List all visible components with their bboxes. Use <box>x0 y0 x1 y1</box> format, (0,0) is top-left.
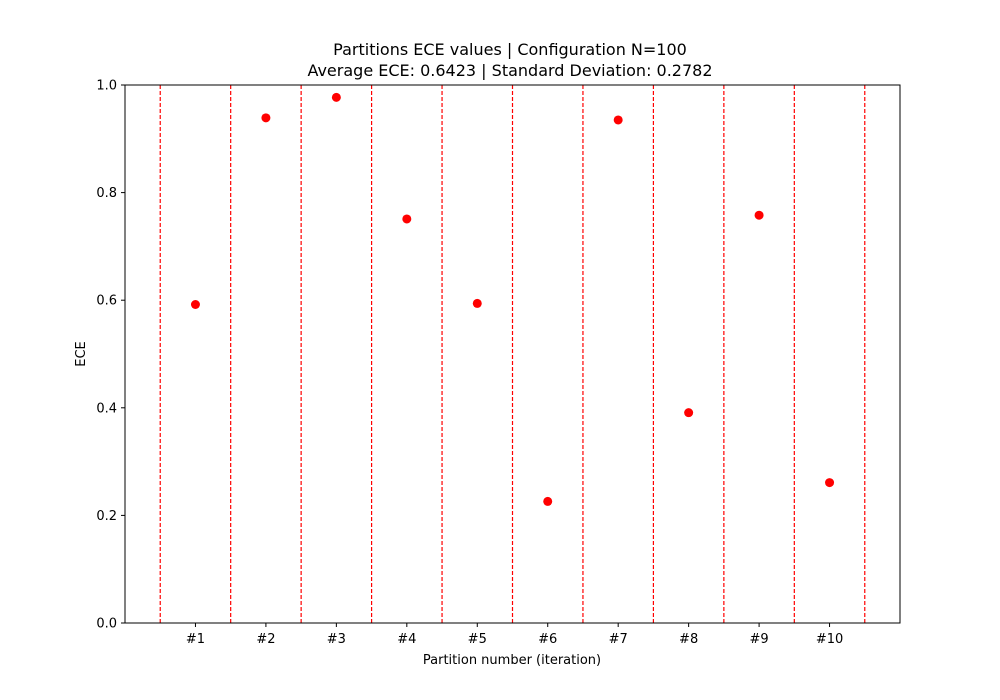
data-point <box>613 115 623 125</box>
x-tick-label: #3 <box>327 632 346 647</box>
title-group: Partitions ECE values | Configuration N=… <box>307 40 712 80</box>
data-point <box>472 298 482 308</box>
x-tick-label: #7 <box>609 632 628 647</box>
plot-frame <box>124 84 901 624</box>
separator-lines <box>159 85 866 623</box>
y-tick-label: 0.2 <box>96 509 117 524</box>
x-tick-label: #6 <box>538 632 557 647</box>
x-tick-label: #4 <box>397 632 416 647</box>
y-tick-label: 0.0 <box>96 617 117 632</box>
x-tick-label: #5 <box>468 632 487 647</box>
x-tick-label: #10 <box>816 632 843 647</box>
x-axis-ticks: #1 #2 #3 #4 #5 #6 #7 #8 #9 #10 <box>186 623 843 647</box>
y-axis-ticks: 0.0 0.2 0.4 0.6 0.8 1.0 <box>96 79 125 632</box>
data-point <box>190 300 200 310</box>
data-point <box>684 408 694 418</box>
data-point <box>754 210 764 220</box>
chart-title: Partitions ECE values | Configuration N=… <box>333 40 687 59</box>
x-axis-label: Partition number (iteration) <box>423 653 601 668</box>
x-tick-label: #2 <box>256 632 275 647</box>
y-tick-label: 1.0 <box>96 79 117 94</box>
y-tick-label: 0.8 <box>96 186 117 201</box>
x-tick-label: #9 <box>750 632 769 647</box>
chart-subtitle: Average ECE: 0.6423 | Standard Deviation… <box>307 61 712 80</box>
data-point <box>261 113 271 123</box>
y-tick-label: 0.4 <box>96 401 117 416</box>
data-point <box>543 496 553 506</box>
data-point <box>402 214 412 224</box>
data-point <box>825 478 835 488</box>
data-point <box>331 92 341 102</box>
y-axis-label: ECE <box>74 341 89 367</box>
x-tick-label: #8 <box>679 632 698 647</box>
y-tick-label: 0.6 <box>96 294 117 309</box>
data-points <box>190 92 835 506</box>
x-tick-label: #1 <box>186 632 205 647</box>
